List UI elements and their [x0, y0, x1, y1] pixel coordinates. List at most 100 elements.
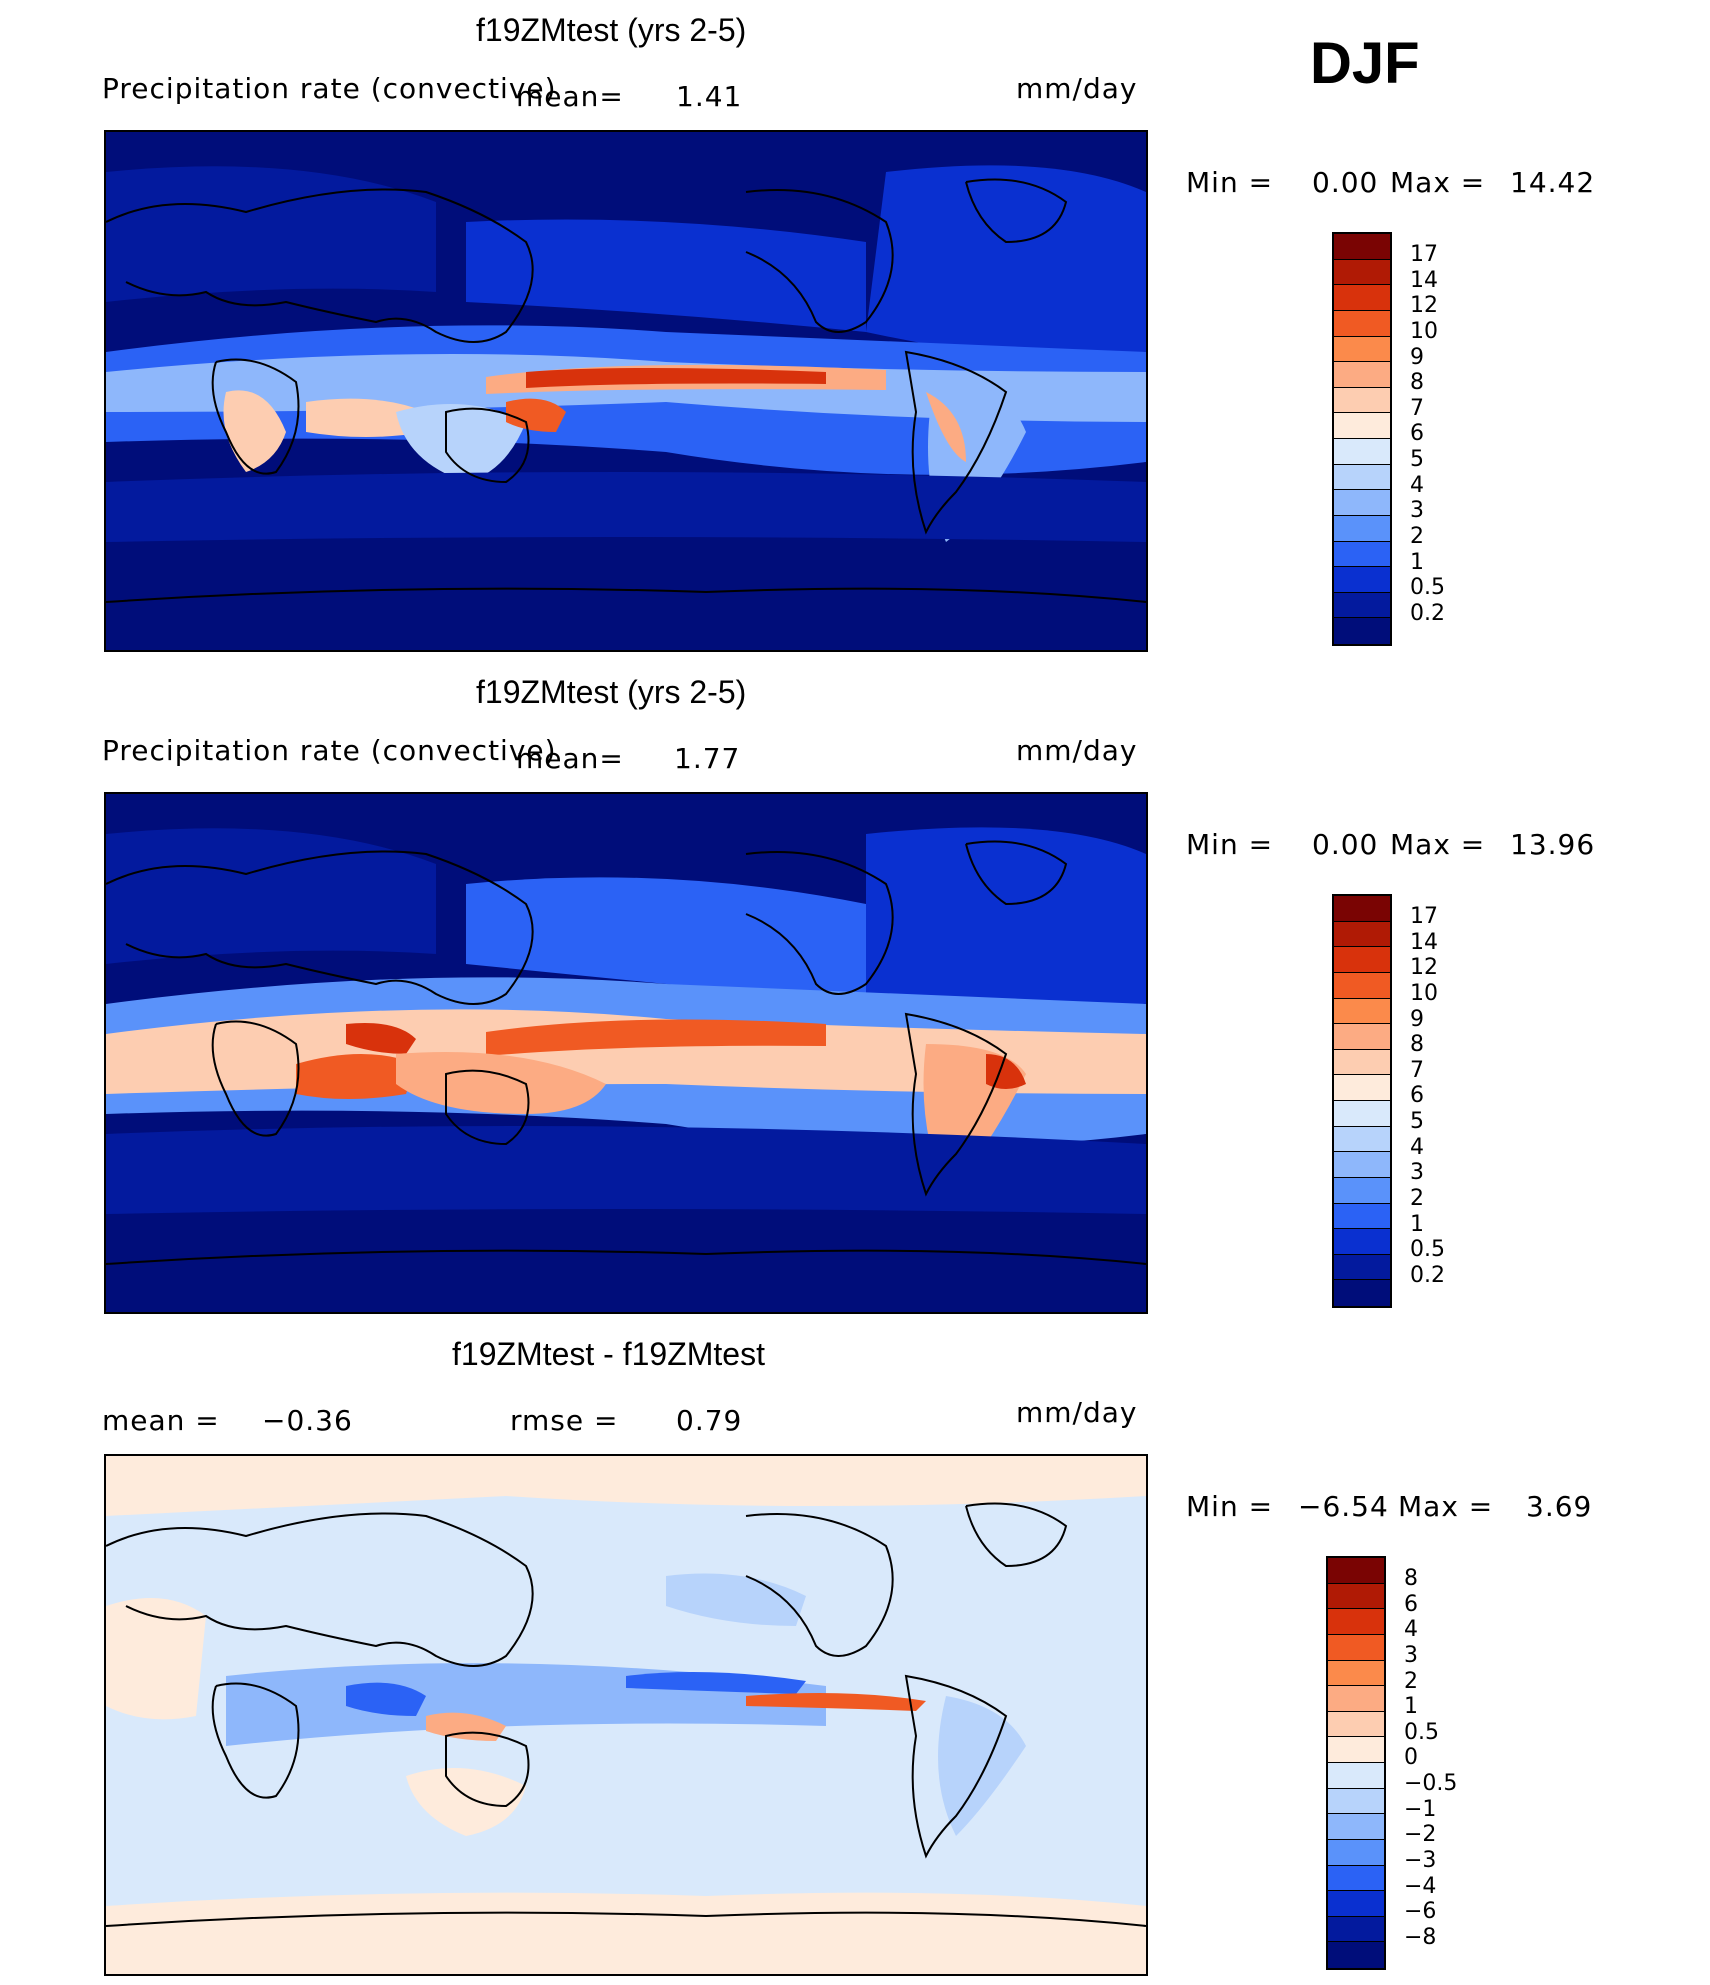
colorbar-swatch — [1334, 618, 1390, 644]
colorbar-swatch — [1334, 234, 1390, 260]
colorbar-swatch — [1334, 592, 1390, 619]
colorbar-swatch — [1334, 1101, 1390, 1127]
season-label: DJF — [1310, 31, 1420, 96]
colorbar-swatch — [1328, 1711, 1384, 1738]
colorbar-tick-label: 0.5 — [1410, 1237, 1445, 1263]
colorbar-tick-label: 0.2 — [1410, 600, 1445, 626]
colorbar-tick-label: 2 — [1410, 1185, 1424, 1211]
colorbar-tick-label: 10 — [1410, 980, 1438, 1006]
colorbar-swatch — [1334, 362, 1390, 388]
colorbar-swatch — [1328, 1583, 1384, 1610]
colorbar-swatch — [1328, 1814, 1384, 1840]
colorbar-swatch — [1334, 1024, 1390, 1050]
colorbar-tick-label: 1 — [1410, 1211, 1424, 1237]
panel-1-mean-value: 1.41 — [676, 80, 743, 113]
colorbar-tick-label: 7 — [1410, 1057, 1424, 1083]
panel-2-min-value: 0.00 — [1312, 828, 1379, 861]
colorbar-swatch — [1334, 439, 1390, 465]
colorbar-swatch — [1334, 1177, 1390, 1204]
map-band — [306, 398, 426, 437]
colorbar-swatch — [1328, 1609, 1384, 1635]
colorbar-tick-label: −6 — [1404, 1899, 1437, 1925]
colorbar-tick-label: 2 — [1410, 523, 1424, 549]
panel-3-map — [104, 1454, 1148, 1976]
panel-3-map-svg — [106, 1456, 1146, 1974]
colorbar-swatch — [1334, 998, 1390, 1025]
map-band — [506, 398, 566, 432]
colorbar-tick-label: 17 — [1410, 242, 1438, 267]
panel-2-variable: Precipitation rate (convective) — [102, 734, 557, 767]
colorbar-tick-label: 6 — [1404, 1591, 1418, 1617]
colorbar-tick-label: −0.5 — [1404, 1771, 1458, 1796]
panel-3-units: mm/day — [1016, 1396, 1138, 1429]
colorbar-tick-label: 8 — [1404, 1566, 1418, 1591]
colorbar-tick-label: 4 — [1404, 1617, 1418, 1643]
colorbar-tick-label: 4 — [1410, 472, 1424, 498]
panel-2-mean-value: 1.77 — [674, 742, 741, 775]
map-band — [296, 1054, 416, 1099]
colorbar-swatch — [1334, 1203, 1390, 1230]
colorbar-tick-label: −3 — [1404, 1847, 1437, 1873]
colorbar-swatch — [1334, 1126, 1390, 1153]
colorbar-swatch — [1334, 464, 1390, 491]
colorbar-swatch — [1334, 921, 1390, 948]
colorbar-swatch — [1328, 1891, 1384, 1917]
colorbar-tick-label: 14 — [1410, 267, 1438, 293]
colorbar-swatch — [1334, 387, 1390, 414]
map-band — [466, 877, 866, 1004]
colorbar-swatch — [1334, 541, 1390, 568]
panel-1-units: mm/day — [1016, 72, 1138, 105]
map-band — [466, 219, 866, 332]
colorbar-swatch — [1328, 1763, 1384, 1789]
colorbar-tick-label: 3 — [1404, 1642, 1418, 1668]
map-band — [396, 404, 526, 482]
map-band — [106, 1456, 1146, 1516]
map-band — [106, 1598, 206, 1720]
colorbar-swatch — [1334, 259, 1390, 286]
panel-2-units: mm/day — [1016, 734, 1138, 767]
panel-3-rmse-label: rmse = — [510, 1404, 619, 1437]
map-band — [526, 368, 826, 388]
map-band — [406, 1768, 526, 1836]
panel-3-min-value: −6.54 — [1298, 1490, 1389, 1523]
colorbar-swatch — [1334, 1229, 1390, 1255]
map-band — [486, 1019, 826, 1056]
map-band — [106, 1892, 1146, 1974]
colorbar-tick-label: 0.5 — [1404, 1719, 1439, 1745]
panel-2-min-label: Min = — [1186, 828, 1274, 861]
colorbar-swatch — [1328, 1839, 1384, 1866]
colorbar-tick-label: −8 — [1404, 1924, 1437, 1950]
colorbar-tick-label: 6 — [1410, 1083, 1424, 1109]
panel-1-max-value: 14.42 — [1510, 166, 1596, 199]
colorbar-swatch — [1334, 567, 1390, 593]
colorbar-tick-label: 6 — [1410, 421, 1424, 447]
map-band — [926, 392, 966, 462]
panel-1-max-label: Max = — [1390, 166, 1486, 199]
colorbar-tick-label: −4 — [1404, 1873, 1437, 1899]
panel-1-map — [104, 130, 1148, 652]
colorbar-swatch — [1334, 1075, 1390, 1101]
colorbar-swatch — [1328, 1558, 1384, 1584]
colorbar-swatch — [1328, 1942, 1384, 1968]
panel-2-map-svg — [106, 794, 1146, 1312]
colorbar-swatch — [1334, 1049, 1390, 1076]
panel-3-colorbar — [1326, 1556, 1386, 1970]
map-band — [866, 165, 1146, 372]
panel-1-colorbar — [1332, 232, 1392, 646]
coastline-outlines — [106, 178, 1146, 603]
colorbar-tick-label: 12 — [1410, 955, 1438, 981]
colorbar-tick-label: 5 — [1410, 1109, 1424, 1134]
colorbar-swatch — [1334, 896, 1390, 922]
panel-2-max-label: Max = — [1390, 828, 1486, 861]
map-band — [938, 1696, 1026, 1836]
panel-2-title: f19ZMtest (yrs 2-5) — [476, 674, 747, 710]
panel-1-title: f19ZMtest (yrs 2-5) — [476, 12, 747, 48]
colorbar-swatch — [1334, 336, 1390, 363]
colorbar-swatch — [1334, 1152, 1390, 1178]
colorbar-tick-label: 14 — [1410, 929, 1438, 955]
colorbar-swatch — [1334, 1254, 1390, 1281]
colorbar-tick-label: 1 — [1410, 549, 1424, 575]
panel-3-title: f19ZMtest - f19ZMtest — [452, 1336, 765, 1372]
map-band — [626, 1672, 806, 1694]
colorbar-tick-label: 9 — [1410, 1006, 1424, 1032]
